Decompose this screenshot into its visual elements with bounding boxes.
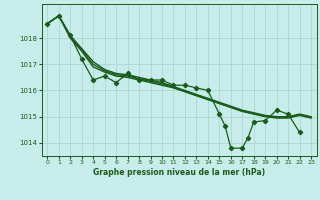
X-axis label: Graphe pression niveau de la mer (hPa): Graphe pression niveau de la mer (hPa) (93, 168, 265, 177)
